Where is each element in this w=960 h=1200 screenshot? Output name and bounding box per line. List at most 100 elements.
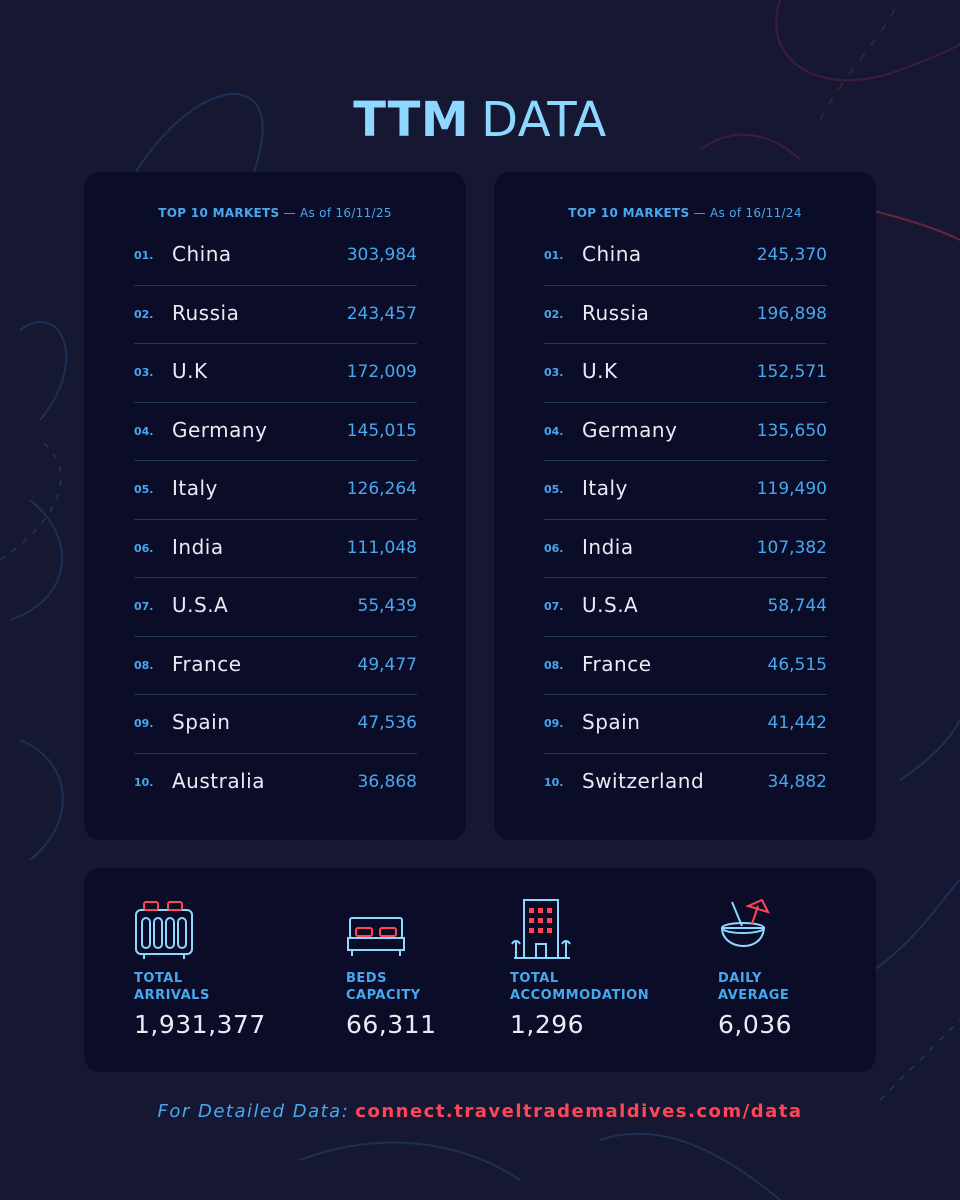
- market-rank: 09.: [544, 717, 564, 730]
- market-country: France: [172, 651, 242, 676]
- market-value: 245,370: [756, 245, 827, 265]
- hotel-building-icon: [511, 899, 571, 959]
- market-rank: 08.: [544, 658, 564, 672]
- title-bold: TTM: [353, 92, 470, 148]
- panel-heading: TOP 10 MARKETS — As of 16/11/25: [84, 206, 466, 220]
- market-row: 02. Russia 243,457: [134, 286, 417, 344]
- market-value: 111,048: [346, 537, 417, 558]
- stat-label-line: AVERAGE: [718, 988, 790, 1003]
- market-row: 01. China 245,370: [544, 227, 827, 286]
- market-row: 10. Switzerland 34,882: [544, 754, 827, 813]
- page-title: TTM DATA: [0, 92, 960, 148]
- stat-label-line: ARRIVALS: [134, 988, 210, 1003]
- panel-heading-title: TOP 10 MARKETS: [158, 206, 280, 220]
- market-rank: 08.: [134, 658, 154, 672]
- market-row: 03. U.K 172,009: [134, 344, 417, 403]
- market-row: 04. Germany 135,650: [544, 403, 827, 461]
- stat-label-line: CAPACITY: [346, 988, 421, 1003]
- market-country: Russia: [172, 300, 240, 325]
- market-row: 09. Spain 47,536: [134, 695, 417, 754]
- market-country: India: [172, 534, 224, 559]
- market-value: 107,382: [756, 537, 827, 558]
- market-row: 05. Italy 119,490: [544, 461, 827, 520]
- stat-label-line: TOTAL: [510, 971, 559, 986]
- market-country: U.S.A: [582, 593, 639, 617]
- stat-label-line: BEDS: [346, 971, 387, 986]
- market-row: 04. Germany 145,015: [134, 403, 417, 461]
- panel-heading-date: — As of 16/11/24: [693, 206, 802, 220]
- market-rank: 09.: [134, 717, 154, 730]
- market-value: 58,744: [767, 596, 827, 616]
- market-rank: 01.: [544, 249, 564, 262]
- market-value: 119,490: [756, 479, 827, 499]
- market-country: U.K: [172, 359, 208, 383]
- stat-label-line: DAILY: [718, 971, 762, 986]
- stat-label: DAILY AVERAGE: [718, 970, 868, 1004]
- market-rank: 02.: [134, 307, 154, 321]
- stat-daily-average: DAILY AVERAGE 6,036: [718, 898, 868, 1039]
- market-country: China: [582, 242, 642, 266]
- market-value: 47,536: [357, 713, 417, 733]
- market-country: Italy: [582, 476, 628, 500]
- market-row: 08. France 46,515: [544, 637, 827, 695]
- market-value: 34,882: [767, 771, 827, 792]
- stat-beds-capacity: BEDS CAPACITY 66,311: [346, 898, 496, 1039]
- market-row: 08. France 49,477: [134, 637, 417, 695]
- market-row: 07. U.S.A 58,744: [544, 578, 827, 637]
- stat-label: TOTAL ARRIVALS: [134, 970, 284, 1004]
- stat-value: 1,296: [510, 1010, 585, 1039]
- market-row: 03. U.K 152,571: [544, 344, 827, 403]
- top-markets-panel-current: TOP 10 MARKETS — As of 16/11/25 01. China…: [84, 172, 466, 840]
- panel-heading-date: — As of 16/11/25: [283, 206, 392, 220]
- market-value: 49,477: [357, 654, 417, 675]
- market-value: 36,868: [357, 771, 417, 792]
- stat-label: TOTAL ACCOMMODATION: [510, 970, 660, 1004]
- market-row: 10. Australia 36,868: [134, 754, 417, 813]
- market-rank: 02.: [544, 307, 564, 321]
- market-rank: 05.: [544, 483, 564, 496]
- stat-label-line: ACCOMMODATION: [510, 988, 650, 1003]
- market-country: China: [172, 242, 232, 266]
- panel-heading: TOP 10 MARKETS — As of 16/11/24: [494, 206, 876, 220]
- stat-total-arrivals: TOTAL ARRIVALS 1,931,377: [134, 898, 284, 1039]
- panel-heading-title: TOP 10 MARKETS: [568, 206, 690, 220]
- data-link[interactable]: connect.traveltrademaldives.com/data: [355, 1101, 803, 1122]
- market-rank: 03.: [134, 366, 154, 379]
- market-country: Australia: [172, 768, 265, 793]
- market-value: 126,264: [346, 479, 417, 499]
- market-country: Spain: [582, 710, 641, 734]
- market-value: 152,571: [756, 362, 827, 382]
- stat-value: 66,311: [346, 1010, 437, 1039]
- stat-value: 1,931,377: [134, 1010, 266, 1039]
- market-row: 06. India 111,048: [134, 520, 417, 578]
- bed-icon: [347, 917, 405, 956]
- title-light: DATA: [481, 92, 607, 148]
- market-value: 55,439: [357, 596, 417, 616]
- market-row: 09. Spain 41,442: [544, 695, 827, 754]
- market-row: 05. Italy 126,264: [134, 461, 417, 520]
- market-value: 196,898: [756, 303, 827, 324]
- market-value: 303,984: [346, 245, 417, 265]
- market-value: 172,009: [346, 362, 417, 382]
- stat-label: BEDS CAPACITY: [346, 970, 496, 1004]
- market-country: Italy: [172, 476, 218, 500]
- market-rank: 07.: [134, 600, 154, 613]
- market-country: U.K: [582, 359, 618, 383]
- market-row: 01. China 303,984: [134, 227, 417, 286]
- market-rank: 01.: [134, 249, 154, 262]
- market-row: 02. Russia 196,898: [544, 286, 827, 344]
- market-rank: 03.: [544, 366, 564, 379]
- market-country: Germany: [582, 417, 678, 442]
- stat-value: 6,036: [718, 1010, 793, 1039]
- market-country: U.S.A: [172, 593, 229, 617]
- stat-total-accommodation: TOTAL ACCOMMODATION 1,296: [510, 898, 660, 1039]
- market-rank: 06.: [544, 541, 564, 555]
- top-markets-panel-previous: TOP 10 MARKETS — As of 16/11/24 01. China…: [494, 172, 876, 840]
- market-rank: 07.: [544, 600, 564, 613]
- luggage-icon: [135, 901, 193, 959]
- market-value: 243,457: [346, 303, 417, 324]
- market-value: 135,650: [756, 420, 827, 441]
- market-country: Spain: [172, 710, 231, 734]
- footer-label: For Detailed Data:: [157, 1101, 350, 1122]
- summary-stats-panel: TOTAL ARRIVALS 1,931,377 BEDS CAPACITY 6…: [84, 868, 876, 1072]
